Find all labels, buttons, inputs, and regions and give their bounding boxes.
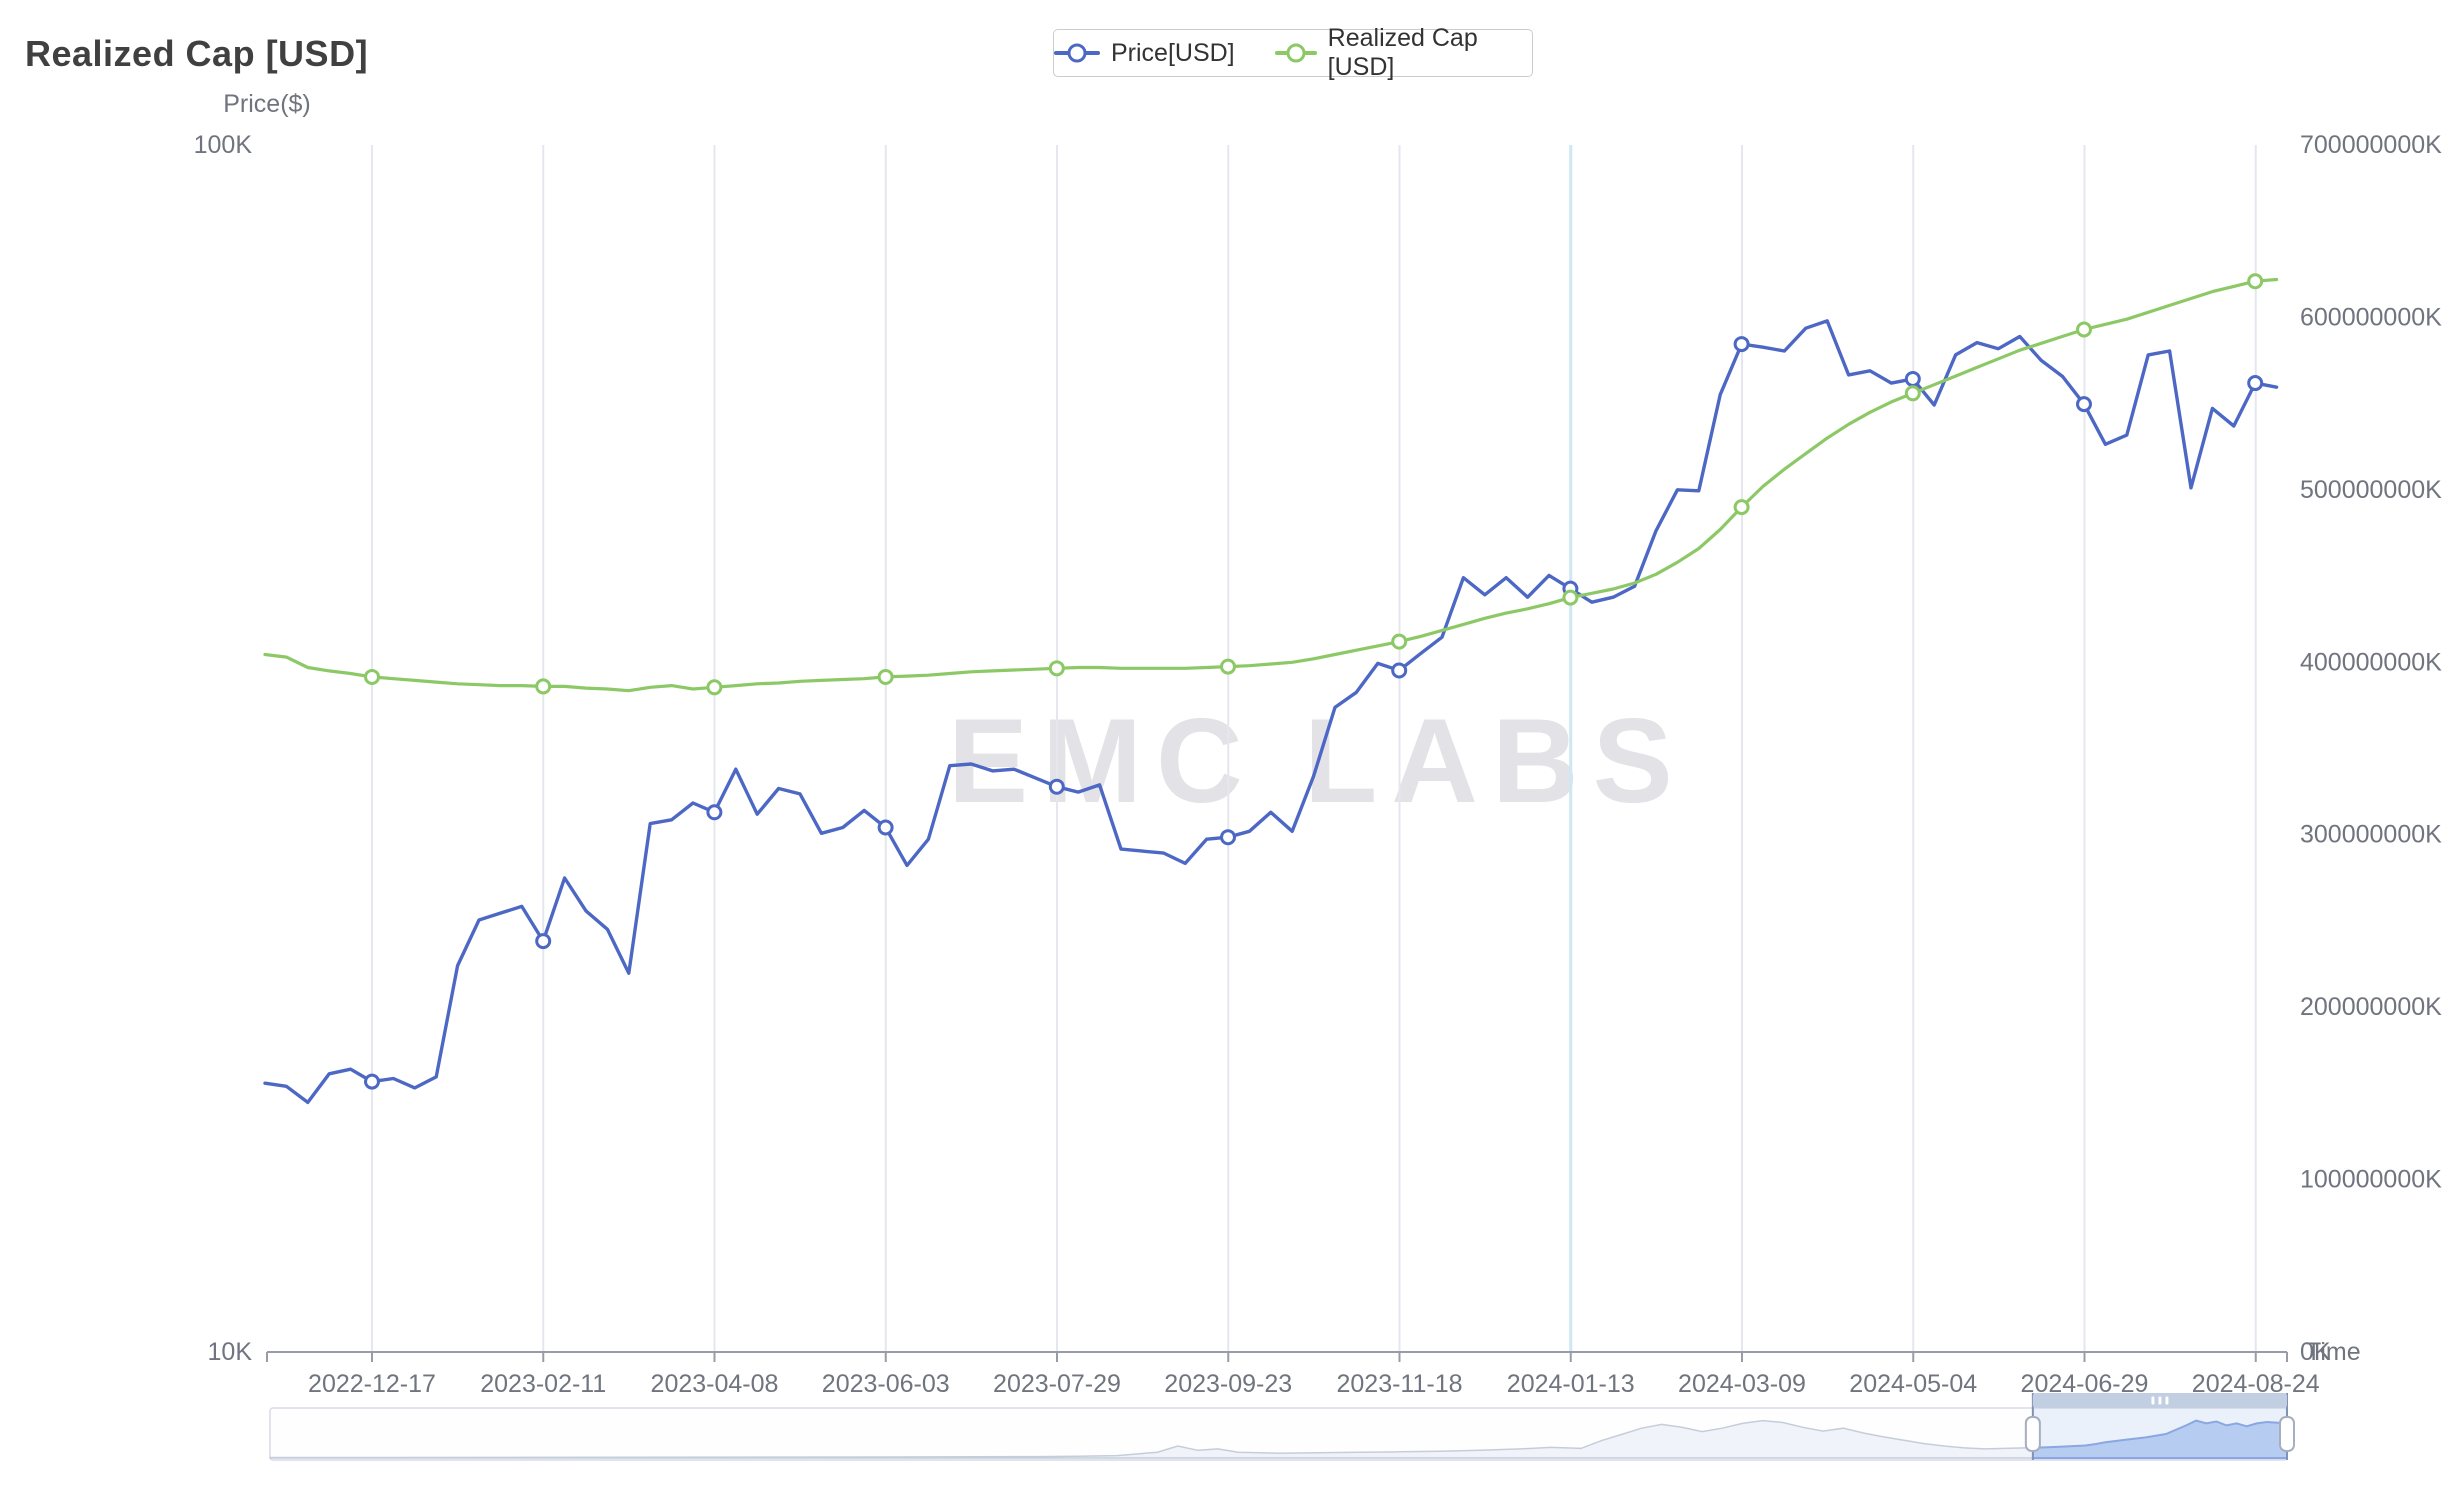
x-axis-label: 2023-09-23 <box>1164 1370 1292 1398</box>
price-series-marker-icon <box>1220 829 1236 846</box>
right-axis-label: 700000000K <box>2300 131 2442 159</box>
price-series-marker-icon <box>2076 396 2092 413</box>
legend-item-realized-cap[interactable]: Realized Cap [USD] <box>1274 24 1532 82</box>
navigator[interactable] <box>269 1393 2295 1461</box>
left-y-axis: Price($) 100K 10K <box>194 90 311 1366</box>
realized-cap-series-marker-icon <box>877 668 894 685</box>
left-axis-name: Price($) <box>223 90 311 118</box>
right-y-axis: 0K 100000000K 200000000K 300000000K 40000000… <box>2300 131 2442 1366</box>
x-axis-label: 2023-06-03 <box>822 1370 950 1398</box>
x-axis-label: 2024-03-09 <box>1678 1370 1806 1398</box>
realized-cap-series-marker-icon <box>535 678 552 695</box>
navigator-handle-left[interactable] <box>2024 1416 2041 1452</box>
realized-cap-series-line[interactable] <box>263 277 2279 693</box>
watermark: EMC LABS <box>948 694 1687 828</box>
x-axis-label: 2023-04-08 <box>651 1370 779 1398</box>
left-axis-label: 10K <box>208 1338 253 1366</box>
x-axis-label: 2023-11-18 <box>1336 1370 1462 1398</box>
chart-title: Realized Cap [USD] <box>25 33 369 74</box>
right-axis-label: 0K <box>2300 1338 2331 1366</box>
price-series-marker-icon <box>877 819 894 836</box>
navigator-grip-icon <box>2165 1396 2169 1405</box>
legend: Price[USD] Realized Cap [USD] <box>1053 24 1533 81</box>
x-axis-label: 2022-12-17 <box>308 1370 436 1398</box>
x-axis-label: 2024-05-04 <box>1849 1370 1977 1398</box>
gridlines <box>371 145 2257 1352</box>
x-axis-name: Time <box>2306 1338 2361 1366</box>
navigator-grip-icon <box>2151 1396 2155 1405</box>
realized-cap-series-marker-icon <box>2076 321 2092 338</box>
right-axis-label: 400000000K <box>2300 648 2442 676</box>
right-axis-label: 600000000K <box>2300 303 2442 331</box>
price-series-marker-icon <box>1733 336 1750 353</box>
price-series-marker-icon <box>364 1073 380 1090</box>
right-axis-label: 200000000K <box>2300 993 2442 1021</box>
navigator-handle-right[interactable] <box>2279 1416 2295 1452</box>
right-axis-label: 100000000K <box>2300 1166 2442 1194</box>
realized-cap-series-marker-icon <box>706 679 723 696</box>
navigator-window[interactable] <box>2032 1408 2287 1460</box>
price-series-marker-icon <box>1391 662 1408 679</box>
circle-marker-icon <box>1067 43 1087 63</box>
realized-cap-series-marker-icon <box>1391 633 1408 650</box>
price-series-marker-icon <box>1048 778 1065 795</box>
realized-cap-series-marker-icon <box>1733 499 1750 516</box>
x-axis-label: 2024-01-13 <box>1507 1370 1635 1398</box>
realized-cap-series-legend-marker-icon <box>1274 43 1317 63</box>
realized-cap-series-marker-icon <box>1562 589 1579 606</box>
x-axis-label: 2023-02-11 <box>480 1370 606 1398</box>
right-axis-label: 300000000K <box>2300 821 2442 849</box>
realized-cap-series-marker-icon <box>364 668 380 685</box>
circle-marker-icon <box>1286 43 1306 63</box>
price-series-marker-icon <box>2247 375 2264 392</box>
navigator-shadow-area-selected <box>2032 1419 2288 1459</box>
legend-item-label: Price[USD] <box>1111 38 1235 67</box>
price-series-marker-icon <box>706 804 723 821</box>
right-axis-label: 500000000K <box>2300 476 2442 504</box>
price-series-marker-icon <box>1904 370 1921 387</box>
legend-item-label: Realized Cap [USD] <box>1327 24 1478 81</box>
x-axis: 2022-12-17 2023-02-11 2023-04-08 2023-06-03… <box>266 1338 2361 1398</box>
realized-cap-series-marker-icon <box>2247 273 2264 290</box>
series-markers <box>364 273 2264 1090</box>
left-axis-label: 100K <box>194 131 253 159</box>
realized-cap-series-marker-icon <box>1904 385 1921 402</box>
realized-cap-series-marker-icon <box>1048 660 1065 677</box>
price-series-marker-icon <box>535 933 552 950</box>
realized-cap-series-marker-icon <box>1220 658 1236 675</box>
navigator-grip-icon <box>2158 1396 2162 1405</box>
legend-item-price[interactable]: Price[USD] <box>1054 39 1235 68</box>
price-series-line[interactable] <box>263 319 2279 1105</box>
x-axis-label: 2023-07-29 <box>993 1370 1121 1398</box>
price-series-legend-marker-icon <box>1054 43 1100 63</box>
